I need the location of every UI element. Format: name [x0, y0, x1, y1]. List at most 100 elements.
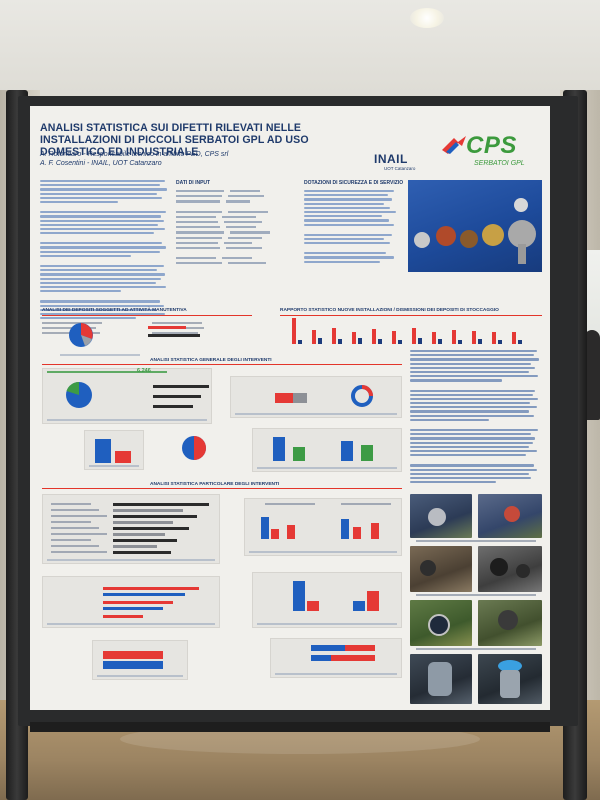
board-foot	[30, 722, 550, 732]
part-stacked-2-caption	[275, 673, 397, 675]
text-line	[304, 256, 394, 259]
gen-bar-blue-3	[341, 441, 353, 461]
text-line	[304, 215, 382, 218]
donut-red	[361, 385, 373, 397]
text-line	[40, 259, 170, 263]
pv2-blue-2	[353, 601, 365, 611]
ps1-red	[103, 651, 163, 659]
valves-photo	[408, 180, 542, 272]
particolare-hbar	[113, 515, 197, 518]
section-rapporto-rule	[280, 315, 542, 316]
particolare-hbar-label	[51, 521, 91, 523]
text-line	[410, 414, 535, 417]
generale-pie-chart-2	[182, 436, 206, 460]
text-line	[410, 384, 542, 388]
input-value	[228, 210, 268, 213]
text-line	[304, 242, 390, 245]
particolare-hbar	[113, 551, 171, 554]
panel-particolare-stacked-1	[92, 640, 188, 680]
text-line	[410, 429, 539, 432]
pv2-red-1	[307, 601, 319, 611]
input-row	[176, 195, 300, 198]
rapporto-bar-nuove	[332, 328, 336, 344]
particolare-hbar	[113, 533, 165, 536]
input-row	[176, 226, 300, 229]
input-value	[226, 200, 250, 203]
section-particolare-heading: ANALISI STATISTICA PARTICOLARE DEGLI INT…	[150, 482, 280, 487]
ph2-red-3	[103, 615, 143, 618]
photo-3-valve	[420, 560, 436, 576]
stat-line	[152, 322, 202, 324]
text-line	[40, 192, 157, 195]
input-key	[176, 262, 222, 265]
inail-logo: INAIL UOT Catanzaro	[374, 150, 440, 172]
text-line	[40, 200, 118, 204]
text-line	[40, 300, 160, 303]
gen-bar-green-2	[293, 447, 305, 461]
conclusions-text	[410, 350, 542, 490]
photo-3	[410, 546, 472, 592]
photo-8	[478, 654, 542, 704]
input-row	[176, 220, 300, 224]
text-line	[410, 362, 532, 365]
rapporto-bar-nuove	[392, 331, 396, 344]
pv-red-2	[287, 525, 295, 539]
particolare-hbar-label	[51, 551, 107, 553]
input-row	[176, 262, 300, 265]
input-row	[176, 200, 300, 203]
text-line	[40, 277, 161, 280]
photo-1-valve	[428, 508, 446, 526]
input-row	[176, 252, 300, 254]
poster: ANALISI STATISTICA SUI DIFETTI RILEVATI …	[30, 106, 550, 710]
particolare-hbar-label	[51, 509, 99, 511]
author-2: A. F. Cosentini - INAIL, UOT Catanzaro	[40, 160, 162, 167]
photo-5-gauge	[428, 614, 450, 636]
text-line	[410, 379, 503, 382]
text-line	[40, 308, 157, 311]
input-value	[228, 195, 264, 198]
gen-bar-green-3	[361, 445, 373, 461]
pv-red-1	[271, 529, 279, 539]
cps-logo: CPS SERBATOI GPL	[440, 130, 540, 176]
text-line	[410, 375, 539, 378]
rapporto-bar-dismissioni	[438, 339, 442, 344]
text-line	[410, 402, 531, 405]
interventi-count: 6.246	[137, 368, 151, 374]
rapporto-bar-dismissioni	[358, 338, 362, 344]
particolare-hbar	[113, 539, 177, 542]
text-line	[40, 285, 167, 289]
gen-bar-blue-1	[95, 439, 111, 463]
photo-6	[478, 600, 542, 646]
rapporto-bar-nuove	[312, 330, 316, 344]
particolare-hbar-label	[51, 539, 91, 541]
photo-4-valve	[490, 558, 508, 576]
text-line	[410, 468, 537, 471]
text-line	[40, 250, 160, 253]
text-line	[40, 254, 131, 257]
text-line	[40, 269, 157, 272]
rapporto-bar-dismissioni	[338, 339, 342, 344]
section-particolare-rule	[42, 488, 402, 489]
author-1: A. Rotondaro - Responsabile tecnico in a…	[40, 151, 229, 158]
text-line	[410, 366, 536, 369]
valve-3	[460, 230, 478, 248]
valve-stem	[518, 244, 526, 264]
photo-row-2-caption	[416, 594, 536, 596]
text-line	[40, 205, 170, 209]
input-row	[176, 236, 300, 239]
ps2-red-1	[345, 645, 375, 651]
input-value	[222, 257, 252, 260]
stacked-gray	[293, 393, 307, 403]
text-line	[40, 236, 170, 240]
photo-5	[410, 600, 472, 646]
input-value	[222, 215, 256, 218]
input-key	[176, 236, 222, 239]
rapporto-bar-dismissioni	[318, 338, 322, 344]
photo-1	[410, 494, 472, 538]
input-value	[226, 226, 256, 229]
dotazioni-block: DOTAZIONI DI SICUREZZA E DI SERVIZIO	[304, 180, 404, 308]
text-line	[40, 232, 155, 235]
text-line	[304, 194, 388, 197]
input-row	[176, 241, 300, 244]
section-depositi-heading: ANALISI DEI DEPOSITI SOGGETTI AD ATTIVIT…	[42, 308, 187, 313]
